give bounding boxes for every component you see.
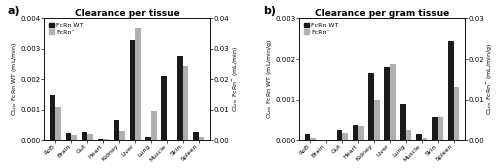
Title: Clearance per gram tissue: Clearance per gram tissue [315,9,449,18]
Y-axis label: CL$_{tis}$ FcRn WT (mL/min/g): CL$_{tis}$ FcRn WT (mL/min/g) [265,39,274,119]
Y-axis label: CL$_{tis}$ FcRn$^{-}$ (mL/min/g): CL$_{tis}$ FcRn$^{-}$ (mL/min/g) [486,43,494,115]
Bar [406,130,411,140]
Bar [66,133,71,140]
Bar [352,125,358,140]
Legend: FcRn WT, FcRn⁻: FcRn WT, FcRn⁻ [302,22,340,36]
Bar [119,131,124,140]
Bar [342,133,348,140]
Bar [358,126,364,140]
Bar [146,137,151,140]
Bar [368,73,374,140]
Bar [151,111,156,140]
Bar [336,130,342,140]
Bar [199,137,204,140]
Bar [416,134,422,140]
Bar [310,138,316,140]
Bar [162,76,167,140]
Bar [422,138,428,140]
Bar [130,40,135,140]
Bar [400,104,406,140]
Bar [448,41,454,140]
Bar [88,134,93,140]
Bar [438,117,444,140]
Bar [98,139,103,140]
Bar [432,117,438,140]
Bar [454,87,460,140]
Bar [374,99,380,140]
Y-axis label: CL$_{tis}$ FcRn$^{-}$ (mL/min): CL$_{tis}$ FcRn$^{-}$ (mL/min) [230,46,239,112]
Bar [183,66,188,140]
Y-axis label: CL$_{tis}$ FcRn WT (mL/min): CL$_{tis}$ FcRn WT (mL/min) [10,42,19,116]
Bar [178,56,183,140]
Bar [135,28,140,140]
Bar [114,120,119,140]
Bar [390,64,396,140]
Bar [103,139,109,140]
Legend: FcRn WT, FcRn⁻: FcRn WT, FcRn⁻ [48,22,85,36]
Text: b): b) [262,6,276,16]
Bar [56,107,61,140]
Bar [72,136,77,140]
Bar [50,95,56,140]
Title: Clearance per tissue: Clearance per tissue [75,9,180,18]
Text: a): a) [8,6,20,16]
Bar [304,134,310,140]
Bar [82,132,87,140]
Bar [193,132,199,140]
Bar [384,67,390,140]
